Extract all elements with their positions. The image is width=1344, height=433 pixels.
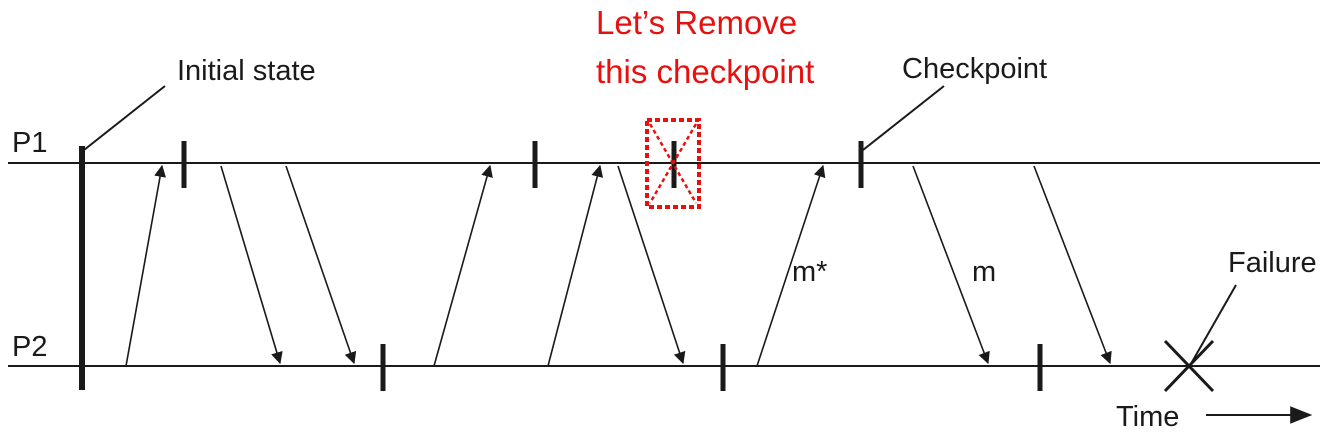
message-arrow-m-star — [756, 164, 826, 367]
message-arrow-6 — [617, 165, 686, 365]
removed-checkpoint-cross-2 — [648, 123, 698, 204]
failure-leader — [1191, 284, 1237, 363]
message-arrow-7 — [1033, 165, 1112, 365]
message-label-m: m — [972, 256, 996, 288]
message-label-m-star: m* — [792, 256, 827, 288]
time-label: Time — [1116, 401, 1179, 433]
checkpoint-label: Checkpoint — [902, 53, 1047, 85]
message-arrow-2 — [220, 165, 283, 365]
message-arrow-3 — [285, 165, 357, 365]
failure-label: Failure — [1228, 247, 1317, 279]
annotation-line-2: this checkpoint — [596, 53, 814, 90]
message-arrow-m — [912, 165, 990, 365]
message-arrow-1 — [125, 164, 166, 367]
initial-state-label: Initial state — [177, 55, 316, 87]
p1-label: P1 — [12, 127, 47, 159]
message-arrow-4 — [433, 164, 493, 367]
checkpoint-leader — [862, 85, 945, 151]
annotation-line-1: Let’s Remove — [596, 4, 797, 41]
message-arrow-5 — [547, 164, 604, 367]
p2-label: P2 — [12, 331, 47, 363]
removed-checkpoint-box — [645, 118, 701, 209]
failure-cross-2 — [1163, 339, 1215, 393]
initial-state-leader — [83, 85, 166, 151]
